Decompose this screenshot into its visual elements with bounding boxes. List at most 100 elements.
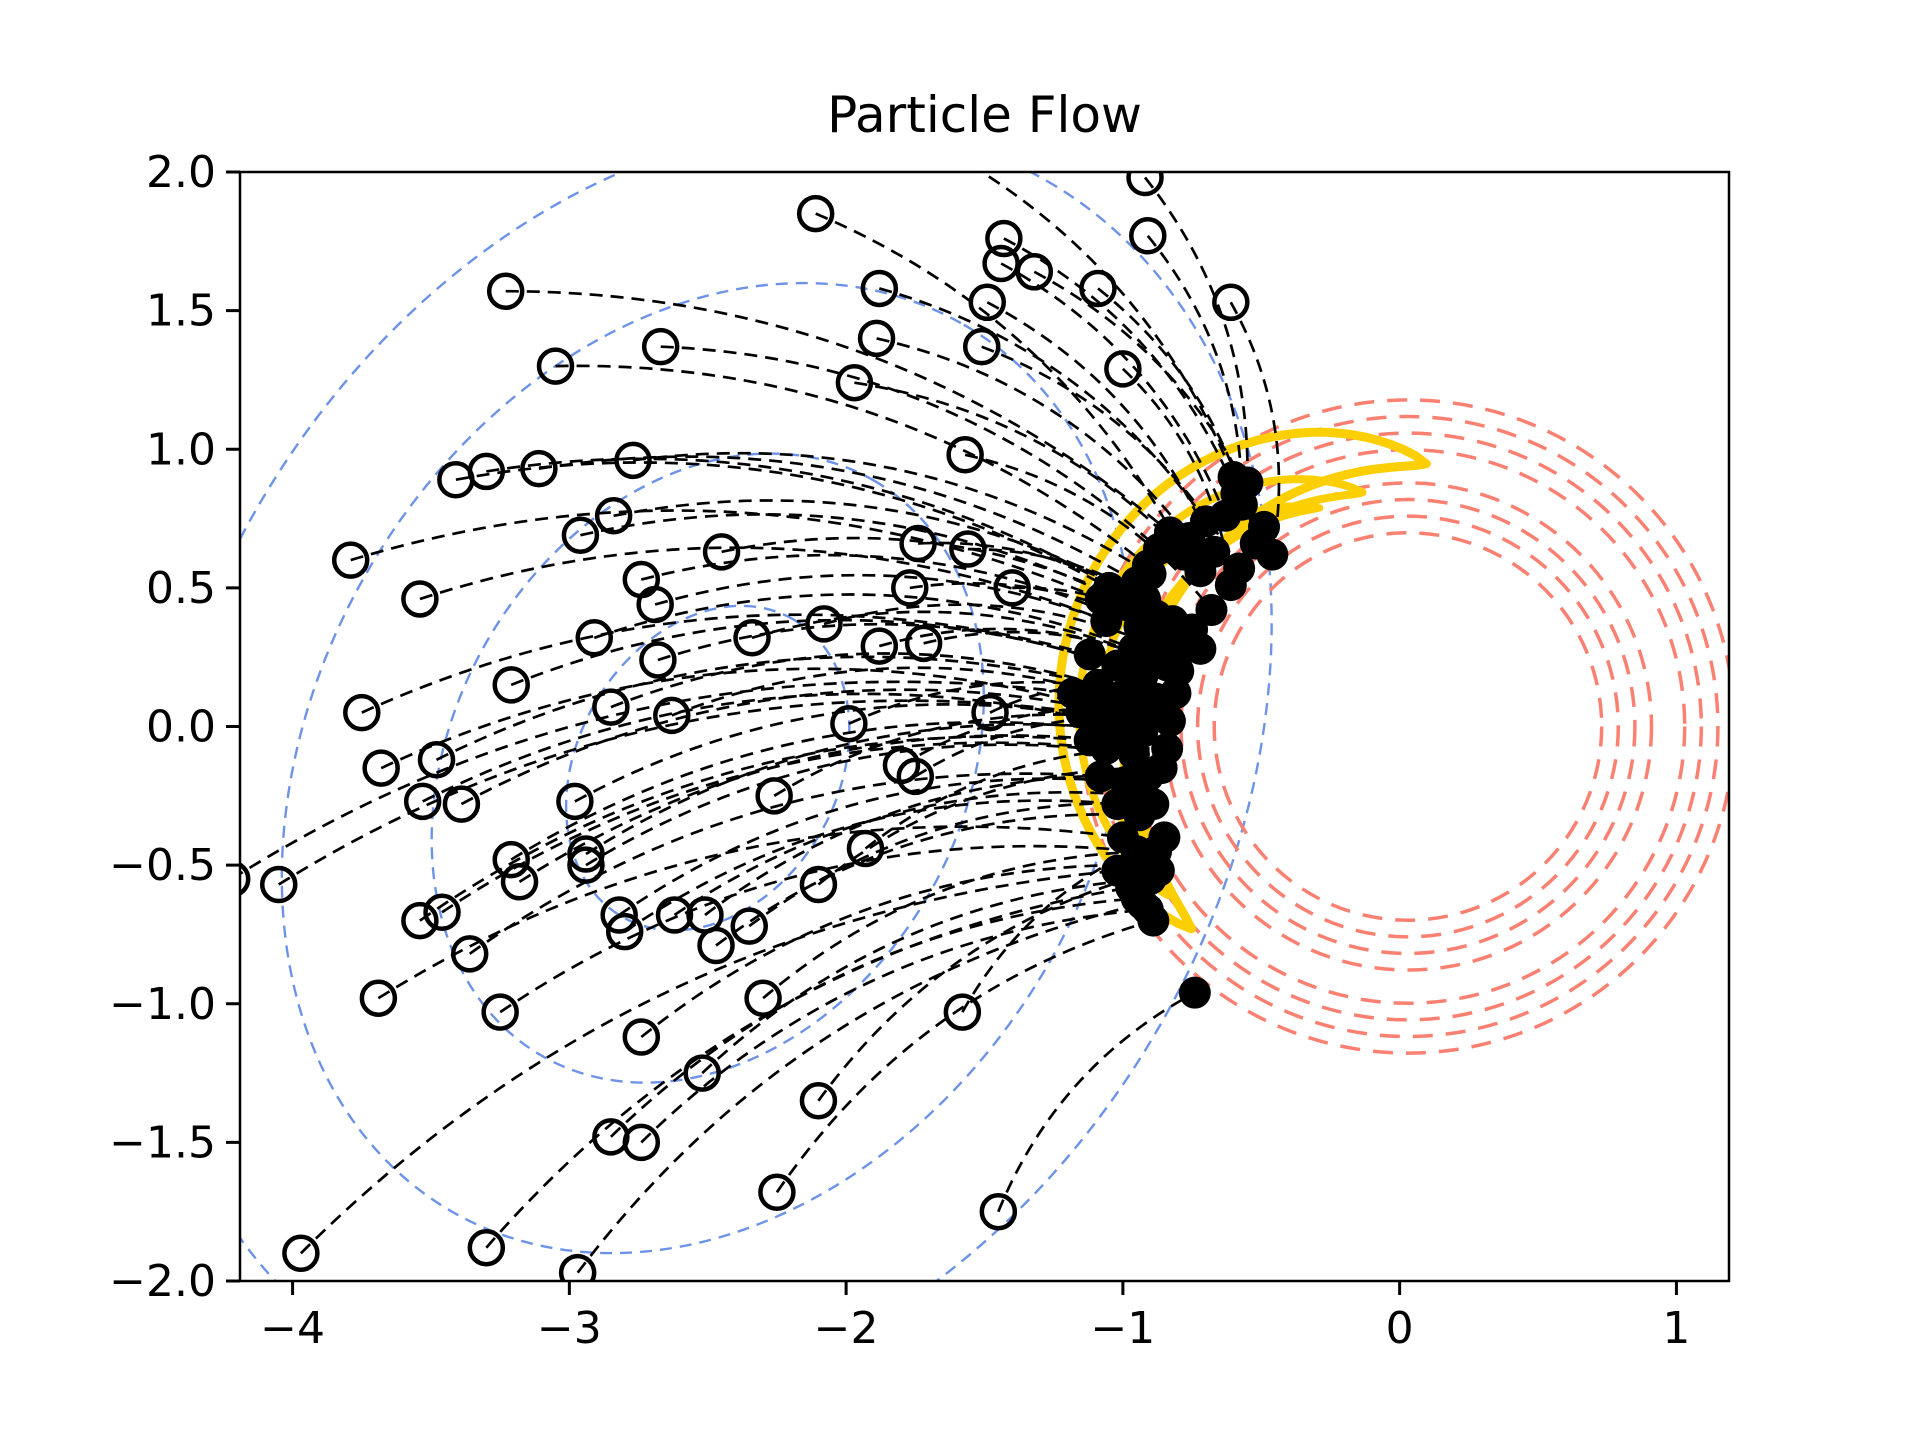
start-particle-marker: [600, 896, 638, 934]
end-particle-marker: [1073, 638, 1106, 671]
x-tick-label: −3: [537, 1303, 602, 1354]
trajectory: [1143, 176, 1249, 483]
start-particle-marker: [401, 901, 439, 940]
x-tick-label: −4: [260, 1303, 325, 1354]
y-tick-labels: −2.0 −1.5 −1.0 −0.5 0.0 0.5 1.0 1.5 2.0: [109, 147, 216, 1307]
trajectory: [773, 713, 1146, 797]
end-particle-marker: [1256, 538, 1289, 571]
start-particle-marker: [437, 460, 475, 499]
start-particle-marker: [343, 693, 381, 732]
trajectory: [986, 301, 1216, 553]
trajectory: [923, 630, 1179, 673]
start-particle-marker: [805, 605, 843, 643]
trajectory: [455, 461, 1110, 590]
start-particle-marker: [639, 641, 677, 679]
y-tick-label: −2.0: [109, 1256, 216, 1307]
trajectory: [422, 692, 1096, 803]
end-particle-marker: [1065, 696, 1098, 729]
trajectory: [848, 680, 1157, 725]
trajectory: [1229, 301, 1281, 555]
start-particle-marker: [622, 1123, 661, 1162]
start-particle-marker: [259, 865, 298, 904]
trajectory: [576, 902, 1143, 1274]
start-particle-marker: [979, 1192, 1018, 1231]
likelihood-contour: [1212, 531, 1604, 922]
start-particle-marker: [481, 993, 519, 1031]
start-particle-marker: [971, 693, 1009, 732]
trajectory: [876, 337, 1191, 539]
end-particle-marker: [1151, 732, 1184, 765]
trajectory: [505, 289, 1171, 534]
start-particle-marker: [985, 219, 1023, 258]
start-particle-marker: [1104, 350, 1142, 388]
start-particle-marker: [968, 283, 1007, 322]
trajectory: [748, 801, 1154, 928]
start-particle-marker: [282, 1234, 320, 1273]
y-tick-label: 0.0: [146, 702, 216, 753]
start-particle-marker: [799, 1082, 838, 1120]
start-particle-marker: [442, 785, 481, 823]
start-particle-marker: [401, 580, 439, 618]
posterior-contour: [1054, 427, 1431, 934]
start-particle-marker: [1129, 217, 1167, 255]
trajectory: [1097, 287, 1258, 544]
start-particle-marker: [758, 1173, 796, 1212]
trajectory: [1003, 237, 1238, 495]
end-particle-marker: [1220, 477, 1253, 510]
trajectory: [979, 172, 1235, 478]
end-particle-marker: [1178, 976, 1211, 1009]
trajectory: [775, 919, 1154, 1194]
trajectory: [441, 741, 1107, 914]
y-tick-label: −1.0: [109, 979, 216, 1030]
trajectory: [460, 688, 1101, 806]
end-particle-marker: [1167, 538, 1200, 571]
start-particle-marker: [556, 782, 594, 821]
start-particle-marker: [417, 741, 456, 779]
start-particle-marker: [904, 624, 943, 663]
trajectory: [350, 509, 1102, 601]
trajectory: [585, 743, 1135, 867]
start-particle-marker: [575, 619, 614, 657]
start-particle-marker: [359, 979, 398, 1017]
start-particle-marker: [567, 835, 605, 873]
start-particle-marker: [683, 1054, 721, 1092]
y-tick-label: 2.0: [146, 147, 216, 198]
start-particle-marker: [655, 896, 694, 934]
start-particle-marker: [605, 912, 644, 951]
chart-title: Particle Flow: [827, 86, 1142, 144]
start-particle-marker: [500, 863, 539, 901]
start-particle-marker: [492, 840, 530, 879]
start-particle-marker: [486, 272, 525, 310]
start-particle-marker: [860, 269, 899, 308]
start-particle-marker: [362, 749, 400, 787]
start-particle-marker: [702, 533, 741, 571]
start-particle-marker: [561, 516, 600, 554]
x-tick-label: −2: [814, 1303, 879, 1354]
start-markers-group: [240, 172, 1250, 1281]
start-particle-marker: [891, 569, 929, 607]
trajectory: [640, 863, 1146, 1039]
start-particle-marker: [899, 524, 937, 563]
start-particle-marker: [653, 696, 691, 735]
prior-contour: [280, 281, 1135, 1255]
trajectory: [380, 667, 1085, 770]
trajectory: [964, 453, 1213, 611]
start-particle-marker: [744, 979, 782, 1017]
start-particle-marker: [755, 777, 793, 815]
likelihood-contour: [1195, 514, 1621, 939]
start-particle-marker: [520, 449, 558, 488]
start-particle-marker: [240, 862, 251, 896]
start-particle-marker: [860, 627, 899, 665]
start-particle-marker: [423, 893, 461, 932]
trajectory: [419, 546, 1107, 623]
prior-contours-group: [240, 172, 1273, 1281]
end-particle-marker: [1137, 788, 1170, 821]
trajectory: [538, 455, 1138, 584]
trajectory: [435, 655, 1099, 762]
start-particle-marker: [993, 569, 1031, 607]
start-particle-marker: [592, 688, 630, 726]
start-particle-marker: [733, 619, 771, 657]
